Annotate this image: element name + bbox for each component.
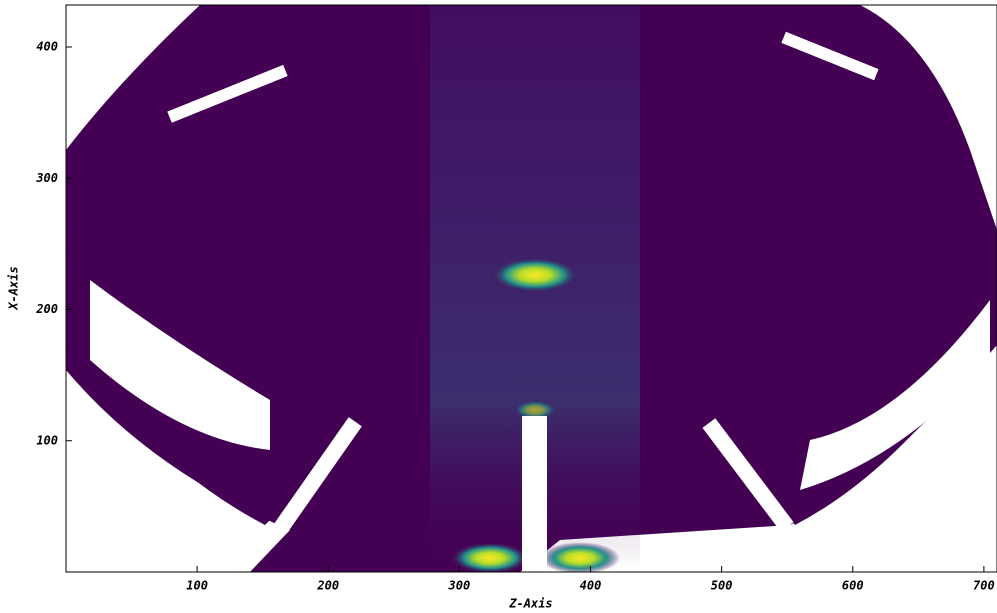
x-tick-label: 700: [973, 579, 995, 593]
y-tick-label: 300: [35, 171, 58, 185]
x-tick-label: 500: [711, 579, 733, 593]
x-axis-label: Z-Axis: [508, 597, 552, 611]
y-tick-label: 200: [35, 302, 58, 316]
probe: [522, 416, 547, 576]
y-axis-label: X-Axis: [7, 266, 21, 310]
x-tick-label: 300: [448, 579, 471, 593]
y-tick-label: 400: [36, 40, 58, 54]
y-tick-label: 100: [36, 433, 58, 447]
x-tick-label: 400: [580, 579, 602, 593]
hot-spot: [490, 257, 580, 293]
hot-spot: [450, 542, 530, 574]
chart: Z-Axis X-Axis 100 200 300 400 500 600 700 100 20…: [0, 0, 997, 613]
x-tick-label: 600: [842, 579, 864, 593]
x-tick-label: 100: [186, 579, 208, 593]
x-tick-label: 200: [316, 579, 339, 593]
field: [66, 5, 997, 576]
hot-spot: [540, 542, 620, 574]
